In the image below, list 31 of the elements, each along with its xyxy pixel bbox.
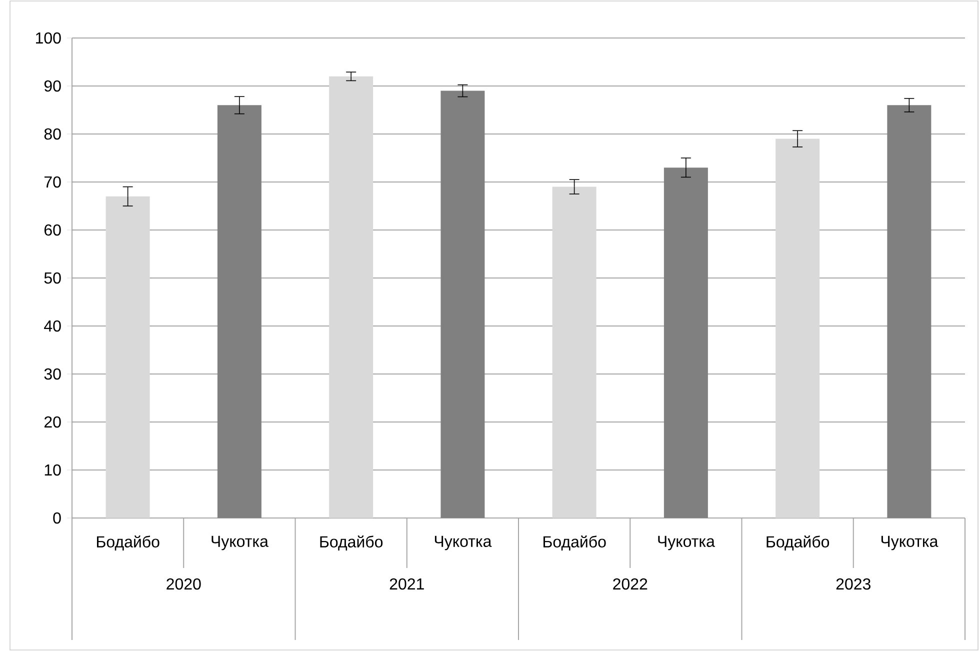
x-tick-label: 2020 — [166, 578, 201, 590]
y-tick-label: 30 — [44, 368, 61, 380]
bar — [664, 168, 708, 518]
bar — [440, 90, 485, 518]
text: Чукотка — [658, 536, 715, 550]
y-tick-label: 100 — [36, 32, 61, 44]
bar — [329, 76, 374, 518]
y-tick-label: 20 — [44, 416, 61, 428]
x-tick-label: 2022 — [613, 578, 648, 590]
y-tick-label: 40 — [44, 320, 61, 332]
text: Бодайбо — [543, 535, 606, 551]
y-tick-label: 60 — [44, 224, 61, 236]
y-tick-label: 80 — [44, 128, 61, 140]
bar — [106, 196, 150, 518]
bar — [217, 105, 262, 518]
y-tick-label: 70 — [44, 176, 61, 188]
text: Чукотка — [434, 536, 492, 550]
x-tick-label: 2023 — [836, 578, 870, 590]
series-label: Бодайбо — [96, 535, 160, 551]
y-tick-label: 50 — [44, 272, 61, 284]
series-label: Чукотка — [212, 536, 268, 550]
y-tick-label: 90 — [44, 80, 61, 92]
y-tick-label: 0 — [53, 512, 61, 524]
bar — [552, 186, 596, 518]
text: Бодайбо — [766, 535, 830, 551]
bar — [887, 105, 932, 518]
bar — [776, 138, 820, 518]
x-tick-label: 2021 — [390, 578, 424, 590]
text: Чукотка — [881, 536, 938, 550]
y-tick-label: 10 — [44, 464, 61, 476]
text: Бодайбо — [320, 535, 383, 551]
